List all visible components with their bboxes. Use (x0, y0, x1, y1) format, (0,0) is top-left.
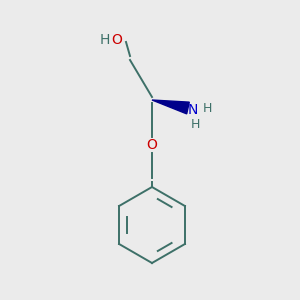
Text: H: H (202, 101, 212, 115)
Polygon shape (152, 100, 189, 114)
Text: O: O (112, 33, 122, 47)
Text: H: H (190, 118, 200, 131)
Text: H: H (100, 33, 110, 47)
Text: N: N (188, 103, 198, 117)
Text: O: O (147, 138, 158, 152)
